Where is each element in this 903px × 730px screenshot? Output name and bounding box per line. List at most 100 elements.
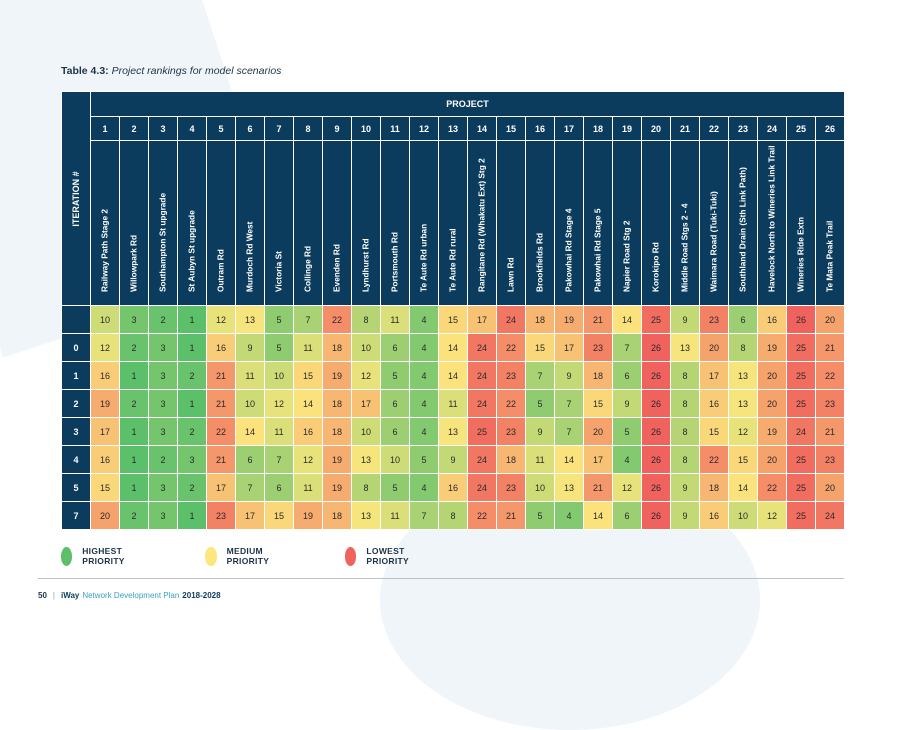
rank-cell: 15 <box>438 305 468 334</box>
rank-cell: 20 <box>90 501 120 530</box>
rank-cell: 24 <box>786 417 816 446</box>
project-name: Railway Path Stage 2 <box>99 208 110 292</box>
rank-cell: 22 <box>206 417 236 446</box>
rank-cell: 21 <box>815 417 845 446</box>
rank-cell: 18 <box>583 361 613 390</box>
rank-cell: 1 <box>177 333 207 362</box>
project-name-header: Lawn Rd <box>496 140 526 306</box>
project-number: 22 <box>699 116 729 141</box>
rank-cell: 20 <box>757 445 787 474</box>
rank-cell: 16 <box>293 417 323 446</box>
rank-cell: 9 <box>438 445 468 474</box>
project-name: Collinge Rd <box>302 245 313 292</box>
rank-cell: 24 <box>467 473 497 502</box>
footer-brand: iWay <box>60 591 80 600</box>
rank-cell: 17 <box>583 445 613 474</box>
project-name: Te Aute Rd urban <box>418 223 429 292</box>
project-name-header: Havelock North to Wineries Link Trail <box>757 140 787 306</box>
rank-cell: 6 <box>380 417 410 446</box>
project-name-header: Te Aute Rd urban <box>409 140 439 306</box>
iteration-cell: 7 <box>61 501 91 530</box>
rank-cell: 8 <box>670 445 700 474</box>
rank-cell: 7 <box>525 361 555 390</box>
rank-cell: 18 <box>322 389 352 418</box>
rank-cell: 11 <box>380 501 410 530</box>
rank-cell: 11 <box>264 417 294 446</box>
rank-cell: 5 <box>264 333 294 362</box>
rank-cell: 13 <box>351 501 381 530</box>
project-number: 4 <box>177 116 207 141</box>
rank-cell: 24 <box>467 333 497 362</box>
rank-cell: 26 <box>641 417 671 446</box>
rank-cell: 8 <box>670 389 700 418</box>
rank-cell: 18 <box>699 473 729 502</box>
rank-cell: 26 <box>641 333 671 362</box>
project-name: St Aubyn St upgrade <box>186 210 197 292</box>
rank-cell: 22 <box>496 389 526 418</box>
rank-cell: 1 <box>177 305 207 334</box>
project-name-header: Southampton St upgrade <box>148 140 178 306</box>
rank-cell: 15 <box>264 501 294 530</box>
rank-cell: 11 <box>525 445 555 474</box>
project-name: Havelock North to Wineries Link Trail <box>766 145 777 292</box>
rank-cell: 26 <box>786 305 816 334</box>
rank-cell: 17 <box>554 333 584 362</box>
rank-cell: 10 <box>380 445 410 474</box>
rank-cell: 17 <box>206 473 236 502</box>
rank-cell: 12 <box>293 445 323 474</box>
rank-cell: 15 <box>90 473 120 502</box>
project-name: Napier Road Stg 2 <box>621 220 632 292</box>
project-name: Pakowhai Rd Stage 5 <box>592 208 603 292</box>
iteration-cell: 0 <box>61 333 91 362</box>
project-name-header: Te Mata Peak Trail <box>815 140 845 306</box>
rank-cell: 14 <box>612 305 642 334</box>
rank-cell: 15 <box>525 333 555 362</box>
rank-cell: 12 <box>612 473 642 502</box>
rank-cell: 15 <box>699 417 729 446</box>
rank-cell: 25 <box>786 333 816 362</box>
rank-cell: 1 <box>119 445 149 474</box>
rank-cell: 1 <box>119 361 149 390</box>
rank-cell: 23 <box>815 445 845 474</box>
project-number: 12 <box>409 116 439 141</box>
rank-cell: 16 <box>438 473 468 502</box>
rank-cell: 19 <box>554 305 584 334</box>
project-number: 1 <box>90 116 120 141</box>
rank-cell: 8 <box>670 361 700 390</box>
project-name: Evenden Rd <box>331 244 342 292</box>
rank-cell: 3 <box>148 417 178 446</box>
project-name: Victoria St <box>273 251 284 292</box>
rank-cell: 3 <box>148 473 178 502</box>
rank-cell: 20 <box>815 473 845 502</box>
rank-cell: 1 <box>119 417 149 446</box>
project-name-header: Brookfields Rd <box>525 140 555 306</box>
rank-cell: 9 <box>670 501 700 530</box>
rank-cell: 10 <box>728 501 758 530</box>
project-name: Korokipo Rd <box>650 242 661 292</box>
rank-cell: 11 <box>380 305 410 334</box>
project-number: 18 <box>583 116 613 141</box>
project-name: Pakowhai Rd Stage 4 <box>563 208 574 292</box>
rank-cell: 19 <box>322 361 352 390</box>
rank-cell: 11 <box>235 361 265 390</box>
rank-cell: 3 <box>148 333 178 362</box>
rank-cell: 18 <box>496 445 526 474</box>
rank-cell: 26 <box>641 445 671 474</box>
project-name-header: Evenden Rd <box>322 140 352 306</box>
project-number: 19 <box>612 116 642 141</box>
rank-cell: 6 <box>728 305 758 334</box>
rank-cell: 3 <box>148 389 178 418</box>
rank-cell: 9 <box>670 305 700 334</box>
rank-cell: 10 <box>264 361 294 390</box>
rank-cell: 21 <box>206 445 236 474</box>
table-row: 1 16 1 3 2 21 11 10 15 19 12 5 4 14 24 23 7 9 18 6 26 8 17 13 20… <box>61 361 845 390</box>
rank-cell: 7 <box>409 501 439 530</box>
project-name: Te Mata Peak Trail <box>824 220 835 292</box>
project-name: Murdoch Rd West <box>244 221 255 292</box>
page-footer: 50 | iWay Network Development Plan 2018-… <box>38 591 221 600</box>
project-number: 16 <box>525 116 555 141</box>
project-name: Wineries Ride Extn <box>795 216 806 292</box>
rank-cell: 16 <box>699 501 729 530</box>
rank-cell: 6 <box>380 389 410 418</box>
rank-cell: 25 <box>786 445 816 474</box>
